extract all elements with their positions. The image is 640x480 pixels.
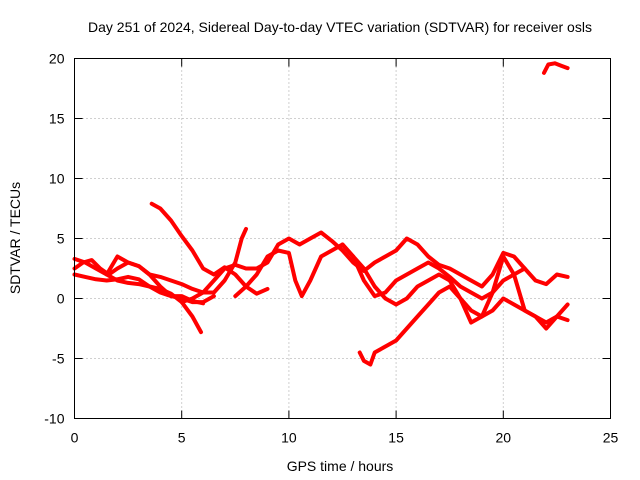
y-axis-label: SDTVAR / TECUs: [7, 182, 23, 294]
y-axis-ticks: -10 -5 0 5 10 15 20: [44, 51, 611, 427]
series-track-4: [104, 226, 248, 295]
x-tick-label: 0: [71, 430, 79, 446]
chart-title: Day 251 of 2024, Sidereal Day-to-day VTE…: [88, 19, 592, 35]
y-tick-label: 10: [49, 171, 65, 187]
series-track-7: [233, 242, 527, 301]
y-tick-label: -5: [52, 351, 65, 367]
x-tick-label: 20: [496, 430, 512, 446]
x-tick-label: 25: [603, 430, 619, 446]
series-track-9: [357, 254, 570, 367]
data-series-group: [72, 61, 570, 367]
series-track-5: [149, 201, 270, 296]
x-tick-label: 15: [388, 430, 404, 446]
grid: [74, 58, 611, 419]
y-tick-label: 15: [49, 111, 65, 127]
x-axis-label: GPS time / hours: [287, 458, 394, 474]
y-tick-label: 0: [57, 291, 65, 307]
series-track-10: [542, 61, 570, 75]
x-tick-label: 10: [281, 430, 297, 446]
y-tick-label: 20: [49, 51, 65, 67]
y-tick-label: 5: [57, 231, 65, 247]
series-track-6: [179, 230, 570, 305]
x-tick-label: 5: [178, 430, 186, 446]
x-axis-ticks: 0 5 10 15 20 25: [71, 58, 619, 446]
y-tick-label: -10: [44, 411, 64, 427]
series-track-2: [72, 272, 206, 306]
